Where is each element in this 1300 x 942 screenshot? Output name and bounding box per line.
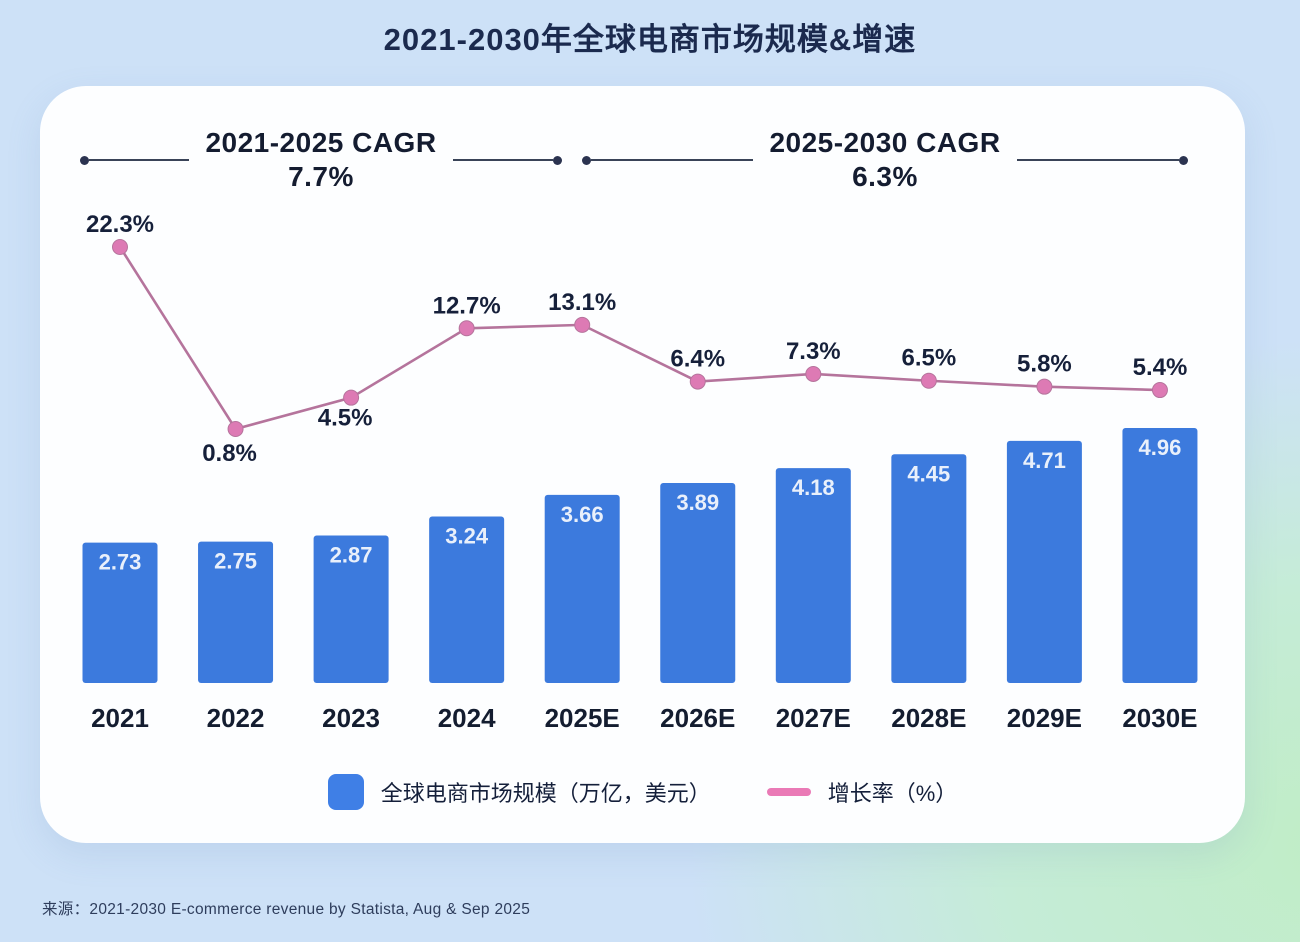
bar-2028E bbox=[891, 454, 967, 683]
growth-rate-label-2029E: 5.8% bbox=[1017, 351, 1072, 378]
line-point-2022 bbox=[227, 421, 244, 437]
bar-2030E bbox=[1122, 428, 1198, 683]
x-axis-label-2026E: 2026E bbox=[660, 703, 735, 733]
x-axis-label-2029E: 2029E bbox=[1007, 703, 1082, 733]
cagr-annotations: 2021-2025 CAGR 7.7% 2025-2030 CAGR 6.3% bbox=[40, 120, 1245, 200]
bracket-end-dot bbox=[553, 155, 562, 165]
x-axis-label-2021: 2021 bbox=[91, 703, 149, 733]
x-axis-label-2030E: 2030E bbox=[1122, 703, 1197, 733]
bar-value-label-2021: 2.73 bbox=[99, 550, 142, 575]
bar-legend-swatch bbox=[327, 774, 364, 810]
cagr-text-block: 2021-2025 CAGR 7.7% bbox=[205, 126, 436, 194]
bar-value-label-2025E: 3.66 bbox=[561, 502, 604, 527]
bar-2025E bbox=[544, 494, 620, 683]
cagr-annotation-2025-2030: 2025-2030 CAGR 6.3% bbox=[582, 120, 1188, 200]
growth-rate-label-2028E: 6.5% bbox=[901, 345, 956, 372]
bar-2024 bbox=[429, 516, 505, 683]
growth-rate-label-2025E: 13.1% bbox=[548, 289, 616, 316]
bar-value-label-2030E: 4.96 bbox=[1139, 435, 1182, 460]
bar-value-label-2026E: 3.89 bbox=[676, 490, 719, 515]
bar-legend-label: 全球电商市场规模（万亿，美元） bbox=[380, 781, 711, 806]
line-point-2029E bbox=[1036, 378, 1053, 395]
growth-rate-label-2021: 22.3% bbox=[86, 211, 154, 238]
source-note: 来源：2021-2030 E-commerce revenue by Stati… bbox=[42, 901, 531, 918]
bar-value-label-2027E: 4.18 bbox=[792, 475, 835, 500]
bar-2023 bbox=[313, 535, 389, 683]
bar-value-label-2028E: 4.45 bbox=[907, 461, 950, 486]
bar-value-label-2022: 2.75 bbox=[214, 549, 257, 574]
line-point-2024 bbox=[458, 320, 475, 337]
x-axis-label-2025E: 2025E bbox=[545, 703, 620, 733]
cagr-text-block: 2025-2030 CAGR 6.3% bbox=[769, 126, 1000, 194]
cagr-value: 6.3% bbox=[852, 161, 918, 192]
x-axis-label-2022: 2022 bbox=[207, 703, 265, 733]
line-legend-swatch bbox=[766, 788, 811, 796]
line-point-2026E bbox=[689, 373, 706, 390]
bracket-line-left bbox=[591, 158, 754, 162]
growth-rate-label-2023: 4.5% bbox=[318, 405, 373, 432]
legend-item-growth-rate: 增长率（%） bbox=[766, 776, 958, 808]
bar-2029E bbox=[1006, 440, 1082, 683]
bracket-line-left bbox=[89, 158, 190, 162]
cagr-label: 2021-2025 CAGR bbox=[205, 126, 437, 158]
growth-rate-label-2022: 0.8% bbox=[202, 440, 257, 467]
bracket-line-right bbox=[1016, 158, 1179, 162]
bar-value-label-2023: 2.87 bbox=[330, 542, 373, 567]
cagr-annotation-2021-2025: 2021-2025 CAGR 7.7% bbox=[80, 120, 562, 200]
growth-rate-label-2030E: 5.4% bbox=[1133, 354, 1188, 381]
bar-value-label-2024: 3.24 bbox=[445, 523, 489, 548]
bar-value-label-2029E: 4.71 bbox=[1023, 448, 1066, 473]
growth-rate-label-2024: 12.7% bbox=[433, 292, 501, 319]
legend: 全球电商市场规模（万亿，美元） 增长率（%） bbox=[40, 774, 1245, 810]
line-point-2027E bbox=[805, 365, 822, 382]
bracket-end-dot bbox=[1179, 155, 1188, 165]
growth-rate-label-2026E: 6.4% bbox=[670, 346, 725, 373]
bar-2026E bbox=[660, 483, 736, 683]
x-axis-label-2023: 2023 bbox=[322, 703, 380, 733]
legend-item-market-size: 全球电商市场规模（万亿，美元） bbox=[327, 774, 711, 810]
bar-2021 bbox=[82, 542, 158, 683]
x-axis-label-2027E: 2027E bbox=[776, 703, 851, 733]
line-point-2023 bbox=[343, 389, 360, 406]
bar-2027E bbox=[775, 468, 851, 683]
bar-2022 bbox=[198, 541, 274, 683]
growth-rate-label-2027E: 7.3% bbox=[786, 338, 841, 365]
page-title: 2021-2030年全球电商市场规模&增速 bbox=[383, 22, 917, 57]
bracket-start-dot bbox=[582, 155, 591, 165]
cagr-label: 2025-2030 CAGR bbox=[769, 126, 1001, 158]
line-point-2021 bbox=[112, 239, 128, 256]
cagr-value: 7.7% bbox=[288, 161, 354, 192]
growth-rate-line bbox=[118, 246, 1160, 431]
line-point-2028E bbox=[920, 372, 937, 389]
bracket-line-right bbox=[452, 158, 553, 162]
x-axis-label-2024: 2024 bbox=[438, 703, 496, 733]
bracket-start-dot bbox=[80, 155, 89, 165]
line-point-2030E bbox=[1151, 382, 1168, 399]
line-legend-label: 增长率（%） bbox=[827, 781, 958, 806]
x-axis-label-2028E: 2028E bbox=[891, 703, 966, 733]
chart-card: 2021-2025 CAGR 7.7% 2025-2030 CAGR 6.3% … bbox=[40, 86, 1245, 843]
line-point-2025E bbox=[574, 316, 591, 333]
combo-bar-line-chart: 2.73 2.75 2.87 3.24 3.66 3.89 4.18 4.45 4.71 4.96… bbox=[82, 211, 1198, 733]
